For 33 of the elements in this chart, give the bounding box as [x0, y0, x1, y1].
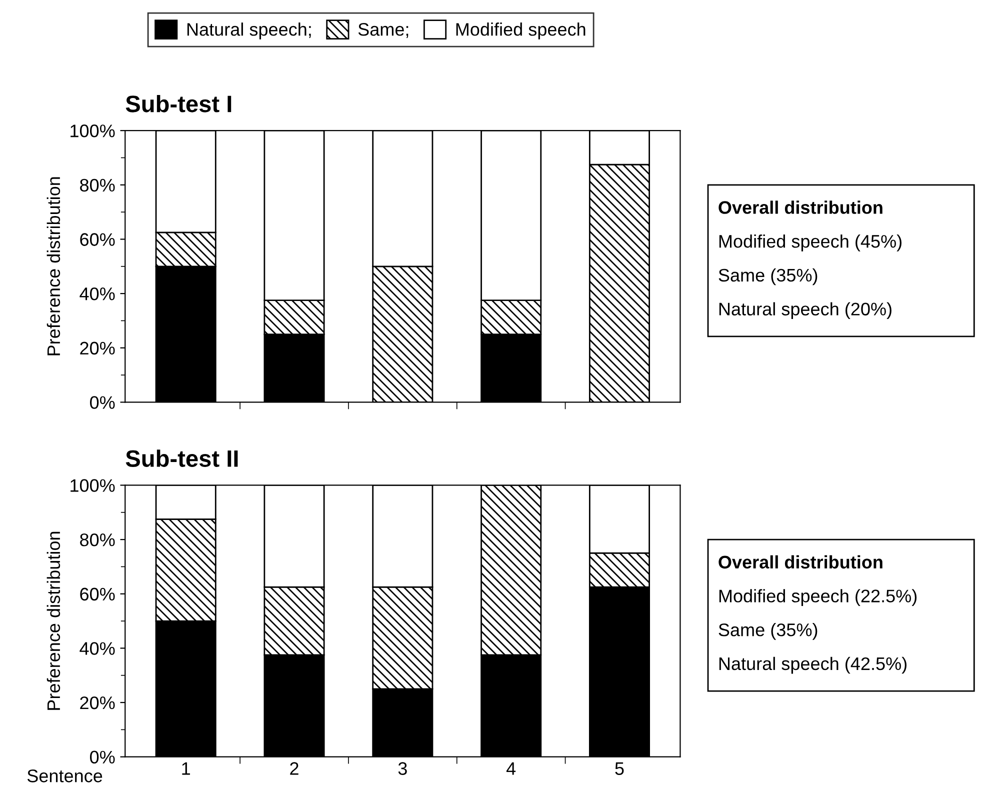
y-tick-label: 100%	[70, 124, 115, 138]
y-axis-title: Preference distribution	[46, 177, 60, 356]
chart-title: Sub-test II	[126, 450, 238, 467]
legend-label: Modified speech	[456, 22, 586, 40]
x-tick-label: 2	[290, 762, 298, 775]
y-tick-label: 40%	[80, 642, 115, 655]
text: Modified speech (45%)	[719, 234, 902, 252]
x-tick-label: 4	[506, 762, 516, 775]
y-tick-label: 0%	[90, 396, 115, 409]
y-axis-title: Preference distribution	[46, 532, 60, 710]
chart-title: Sub-test I	[126, 94, 232, 112]
legend-label: Natural speech;	[187, 22, 311, 40]
y-tick-label: 80%	[80, 178, 115, 192]
text: Modified speech (22.5%)	[719, 589, 917, 606]
y-tick-label: 60%	[80, 588, 115, 601]
y-tick-label: 60%	[80, 233, 115, 246]
text: Natural speech (42.5%)	[719, 656, 906, 674]
y-tick-label: 0%	[90, 750, 115, 764]
x-tick-label: 3	[398, 762, 407, 775]
text: Overall distribution	[718, 555, 882, 569]
y-tick-label: 40%	[80, 287, 115, 300]
text: Same (35%)	[718, 268, 818, 286]
y-tick-label: 100%	[70, 479, 115, 492]
x-axis-title: Sentence	[27, 770, 102, 782]
legend-label: Same;	[358, 23, 408, 38]
y-tick-label: 80%	[80, 533, 115, 546]
y-tick-label: 20%	[80, 696, 115, 710]
x-tick-label: 5	[615, 762, 624, 775]
x-tick-label: 1	[182, 762, 190, 775]
text: Natural speech (20%)	[719, 302, 892, 320]
y-tick-label: 20%	[80, 342, 115, 355]
text: Same (35%)	[718, 623, 818, 640]
text: Overall distribution	[718, 200, 882, 214]
